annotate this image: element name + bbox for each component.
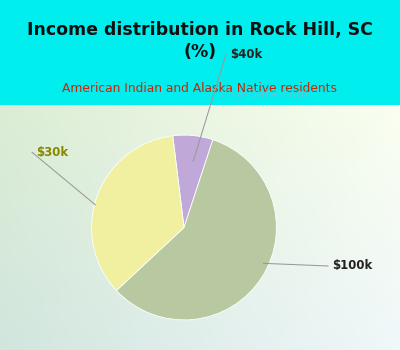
Text: $40k: $40k — [230, 48, 262, 61]
Text: $100k: $100k — [332, 259, 372, 273]
Text: $30k: $30k — [36, 146, 68, 159]
Text: Income distribution in Rock Hill, SC
(%): Income distribution in Rock Hill, SC (%) — [27, 21, 373, 61]
Text: American Indian and Alaska Native residents: American Indian and Alaska Native reside… — [62, 82, 338, 95]
Wedge shape — [92, 136, 184, 290]
Wedge shape — [116, 140, 276, 320]
Text: City-Data.com: City-Data.com — [219, 88, 309, 101]
Wedge shape — [173, 135, 213, 228]
